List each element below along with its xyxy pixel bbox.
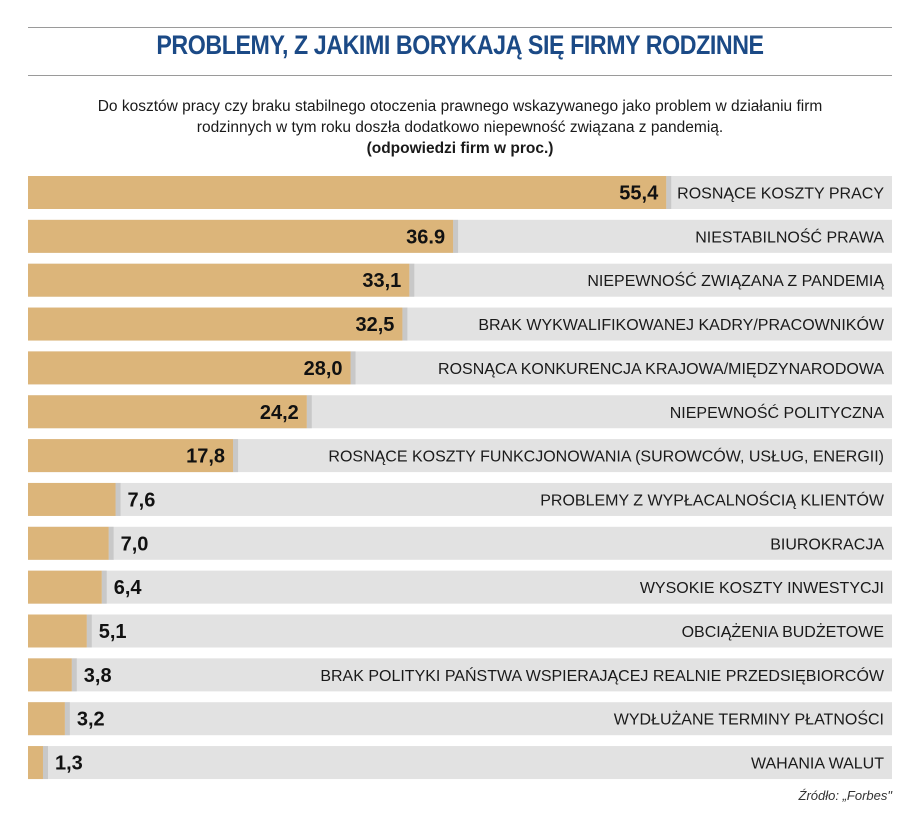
bar-shadow: [71, 658, 77, 692]
bar: [28, 614, 87, 648]
unit-note: (odpowiedzi firm w proc.): [366, 140, 554, 157]
bar-shadow: [453, 219, 459, 253]
bar: [28, 263, 410, 297]
bar: [28, 176, 667, 209]
category-label: PROBLEMY Z WYPŁACALNOŚCIĄ KLIENTÓW: [540, 490, 885, 509]
value-label: 1,3: [55, 753, 83, 775]
category-label: ROSNĄCE KOSZTY PRACY: [677, 186, 884, 203]
bar-track: [28, 658, 892, 692]
bar-track: [28, 702, 892, 736]
value-label: 7,0: [121, 533, 149, 555]
value-label: 7,6: [128, 489, 156, 511]
value-label: 6,4: [114, 577, 143, 599]
category-label: NIESTABILNOŚĆ PRAWA: [695, 227, 884, 246]
subtitle-line-2: rodzinnych w tym roku doszła dodatkowo n…: [196, 119, 724, 136]
value-label: 33,1: [362, 270, 401, 292]
bar-track: [28, 746, 892, 780]
value-label: 24,2: [260, 402, 299, 424]
category-label: WAHANIA WALUT: [751, 756, 884, 773]
bar: [28, 702, 65, 736]
value-label: 36.9: [406, 226, 445, 248]
value-label: 3,2: [77, 709, 105, 731]
category-label: NIEPEWNOŚĆ POLITYCZNA: [670, 403, 885, 422]
category-label: WYDŁUŻANE TERMINY PŁATNOŚCI: [614, 710, 884, 729]
value-label: 28,0: [304, 358, 343, 380]
bar-shadow: [402, 307, 408, 341]
category-label: BRAK WYKWALIFIKOWANEJ KADRY/PRACOWNIKÓW: [478, 315, 885, 334]
chart-subtitle: Do kosztów pracy czy braku stabilnego ot…: [40, 96, 880, 159]
bar: [28, 351, 351, 385]
category-label: WYSOKIE KOSZTY INWESTYCJI: [640, 580, 884, 597]
value-label: 32,5: [355, 314, 394, 336]
bar-track: [28, 570, 892, 604]
bar: [28, 570, 102, 604]
bar: [28, 746, 43, 780]
bar: [28, 482, 116, 516]
value-label: 17,8: [186, 446, 225, 468]
title-rule: [28, 75, 892, 76]
category-label: ROSNĄCE KOSZTY FUNKCJONOWANIA (SUROWCÓW,…: [328, 447, 884, 466]
bar: [28, 526, 109, 560]
value-label: 5,1: [99, 621, 127, 643]
value-label: 55,4: [619, 183, 659, 205]
bar-shadow: [64, 702, 70, 736]
bar-shadow: [108, 526, 114, 560]
bar-track: [28, 614, 892, 648]
category-label: NIEPEWNOŚĆ ZWIĄZANA Z PANDEMIĄ: [587, 271, 884, 290]
category-label: BIUROKRACJA: [770, 536, 884, 553]
category-label: ROSNĄCA KONKURENCJA KRAJOWA/MIĘDZYNARODO…: [438, 361, 884, 378]
bar-track: [28, 526, 892, 560]
bar: [28, 219, 454, 253]
bar-shadow: [306, 395, 312, 429]
bar-shadow: [350, 351, 356, 385]
category-label: BRAK POLITYKI PAŃSTWA WSPIERAJĄCEJ REALN…: [320, 666, 885, 685]
source-note: Źródło: „Forbes": [798, 788, 892, 803]
bar-shadow: [42, 746, 48, 780]
bar: [28, 395, 307, 429]
subtitle-line-1: Do kosztów pracy czy braku stabilnego ot…: [97, 98, 823, 115]
bar-shadow: [666, 176, 672, 209]
bar-track: [28, 482, 892, 516]
top-rule: [28, 27, 892, 28]
bar-shadow: [101, 570, 107, 604]
category-label: OBCIĄŻENIA BUDŻETOWE: [682, 622, 884, 641]
bar-shadow: [86, 614, 92, 648]
bar-shadow: [409, 263, 415, 297]
bar: [28, 658, 72, 692]
value-label: 3,8: [84, 665, 112, 687]
bar: [28, 307, 403, 341]
bar: [28, 439, 234, 473]
bar-shadow: [115, 482, 121, 516]
bar-shadow: [233, 439, 239, 473]
chart-title: PROBLEMY, Z JAKIMI BORYKAJĄ SIĘ FIRMY RO…: [156, 30, 764, 60]
